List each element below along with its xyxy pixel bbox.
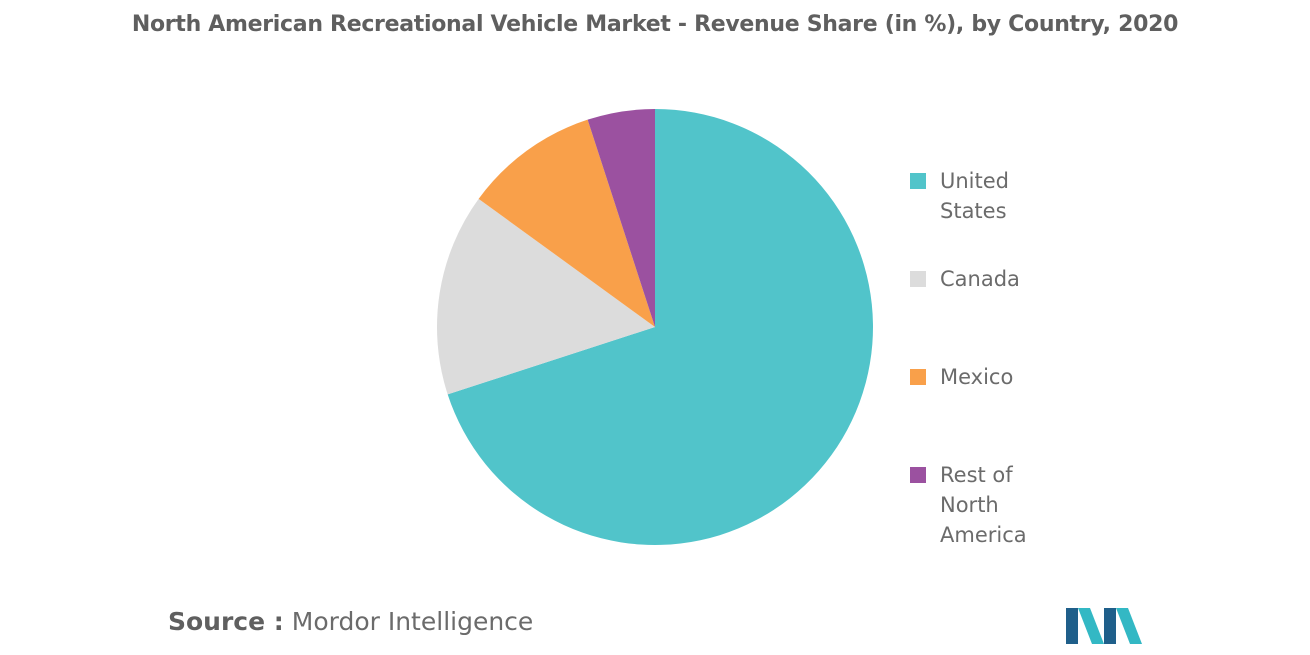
logo-left-bar — [1066, 608, 1078, 644]
legend-label-canada: Canada — [940, 267, 1020, 291]
legend-label-united-states: United States — [940, 169, 1009, 223]
logo-right-bar — [1104, 608, 1116, 644]
legend-swatch-canada — [910, 271, 926, 287]
legend-label-rest-of-north-america: Rest of North America — [940, 463, 1027, 547]
pie-slice-canada — [436, 198, 655, 395]
legend-label-mexico: Mexico — [940, 365, 1014, 389]
legend-swatch-mexico — [910, 369, 926, 385]
mordor-intelligence-logo-icon — [1066, 608, 1142, 644]
chart-title: North American Recreational Vehicle Mark… — [131, 12, 1179, 37]
pie-slice-rest-of-north-america — [587, 109, 655, 327]
pie-slice-united-states — [447, 109, 873, 545]
legend-swatch-rest-of-north-america — [910, 467, 926, 483]
source-note: Source : Mordor Intelligence — [168, 607, 533, 636]
source-text: Mordor Intelligence — [291, 607, 534, 636]
logo-right-diagonal — [1116, 608, 1142, 644]
pie-slice-mexico — [478, 119, 655, 327]
logo-left-diagonal — [1078, 608, 1104, 644]
legend-swatch-united-states — [910, 173, 926, 189]
source-label: Source : — [168, 607, 284, 636]
